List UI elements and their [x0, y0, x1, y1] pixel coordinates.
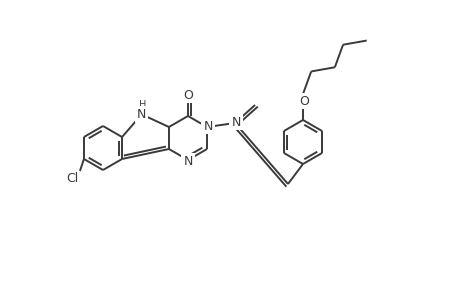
Text: O: O: [183, 88, 192, 101]
Text: N: N: [137, 108, 146, 121]
Text: Cl: Cl: [66, 172, 78, 185]
Text: N: N: [231, 116, 240, 128]
Text: O: O: [298, 94, 308, 107]
Text: N: N: [203, 119, 212, 133]
Text: N: N: [183, 154, 192, 167]
Text: H: H: [139, 100, 146, 110]
